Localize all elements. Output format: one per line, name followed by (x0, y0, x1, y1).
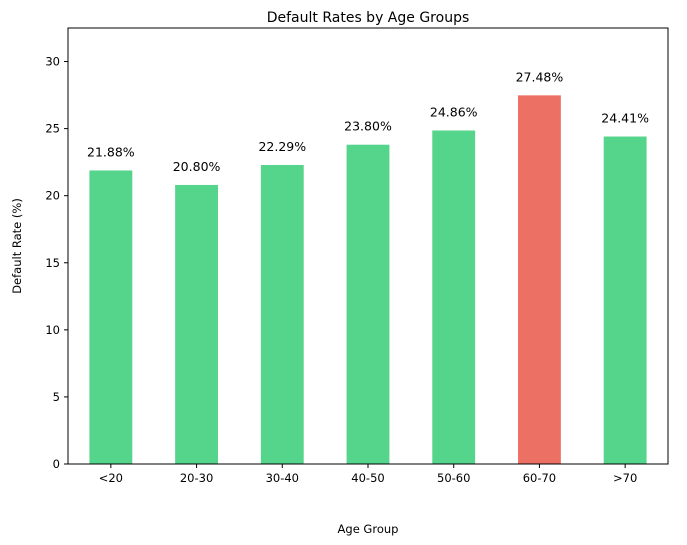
bar (89, 170, 133, 465)
x-tick-label: 30-40 (266, 471, 299, 485)
data-label: 23.80% (344, 119, 392, 134)
bar (260, 164, 304, 464)
y-tick-label: 25 (45, 122, 60, 136)
bar (518, 95, 561, 465)
plot-frame (67, 27, 669, 465)
y-tick-label: 30 (45, 55, 60, 69)
x-tick-label: 60-70 (523, 471, 556, 485)
x-tick-label: 40-50 (351, 471, 384, 485)
data-label: 21.88% (87, 144, 135, 159)
plot-area: 0 5 10 15 20 25 30 <20 21.88% 20-30 20.80% 30-40 22.… (45, 55, 649, 485)
x-tick-label: 20-30 (180, 471, 213, 485)
chart-title: Default Rates by Age Groups (267, 10, 470, 26)
y-tick-label: 20 (45, 189, 60, 203)
y-axis-label: Default Rate (%) (10, 198, 24, 294)
data-label: 27.48% (516, 69, 564, 84)
x-tick-label: <20 (99, 471, 123, 485)
bar (175, 184, 218, 464)
x-tick-label: 50-60 (437, 471, 470, 485)
x-tick-label: >70 (613, 471, 637, 485)
bar (432, 130, 476, 465)
x-axis-label: Age Group (338, 522, 399, 536)
data-label: 24.41% (601, 111, 649, 126)
y-tick-label: 0 (53, 457, 60, 471)
bar (603, 136, 647, 464)
y-tick-label: 5 (53, 390, 60, 404)
y-tick-label: 15 (45, 256, 60, 270)
data-label: 22.29% (258, 139, 306, 154)
y-tick-label: 10 (45, 323, 60, 337)
bar (346, 144, 390, 464)
data-label: 24.86% (430, 104, 478, 119)
data-label: 20.80% (173, 159, 221, 174)
